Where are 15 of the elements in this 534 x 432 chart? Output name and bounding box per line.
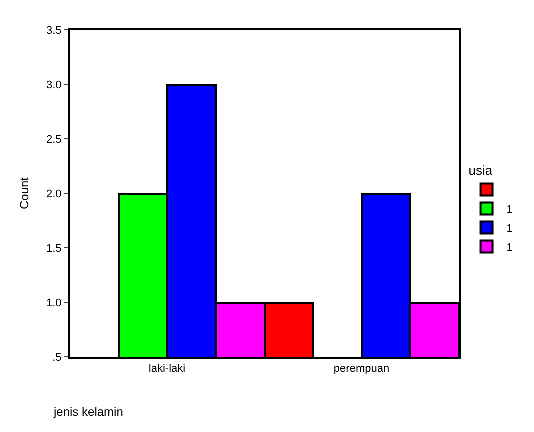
y-tick-label: 2.5	[46, 134, 62, 146]
y-tick-label: .5	[52, 352, 62, 364]
y-tick-label: 2.0	[46, 188, 62, 200]
y-tick-label: 1.0	[46, 297, 62, 310]
y-tick-label: 3.0	[46, 79, 62, 92]
legend-title: usia	[468, 163, 494, 178]
y-tick-label: 3.5	[46, 24, 62, 37]
legend-label: 1	[506, 223, 513, 236]
legend-label: 1	[506, 242, 513, 254]
x-axis-title: jenis kelamin	[53, 405, 124, 419]
y-tick-label: 1.5	[46, 242, 62, 255]
y-axis-title: Count	[17, 176, 32, 210]
legend-label: 1	[506, 204, 513, 216]
x-tick-label: perempuan	[334, 363, 390, 376]
x-tick-label: laki-laki	[148, 363, 186, 376]
